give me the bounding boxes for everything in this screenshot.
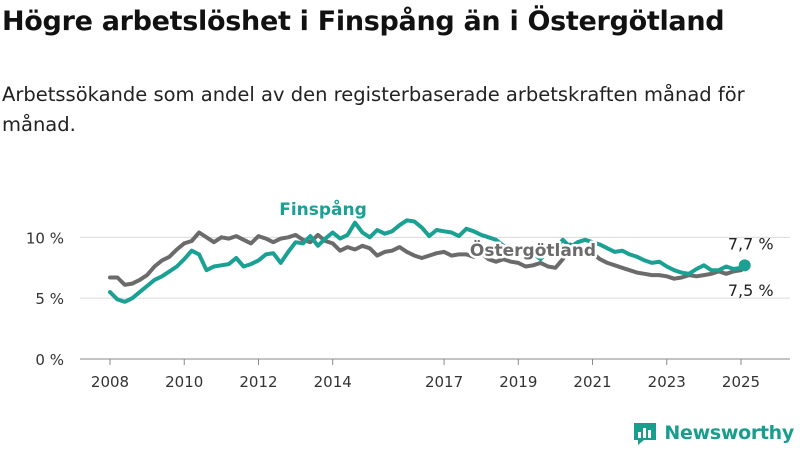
chart-title: Högre arbetslöshet i Finspång än i Öster…: [2, 6, 725, 37]
series-end-marker: [738, 259, 751, 272]
y-tick-label: 0 %: [35, 351, 64, 369]
series-label: Finspång: [279, 198, 367, 220]
series-label: Östergötland: [470, 239, 596, 261]
x-tick-label: 2021: [573, 373, 611, 391]
x-tick-label: 2010: [165, 373, 203, 391]
end-value-label: 7,7 %: [728, 234, 774, 253]
brand-name: Newsworthy: [664, 422, 794, 444]
x-axis-ticks: 2008 2010 2012 2014 2017 2019 2021 2023 2025: [91, 359, 760, 391]
gridlines: [80, 236, 790, 360]
x-tick-label: 2025: [722, 373, 760, 391]
y-tick-label: 5 %: [35, 290, 64, 308]
x-tick-label: 2014: [314, 373, 352, 391]
x-tick-label: 2008: [91, 373, 129, 391]
series-line-finsp-ng: [108, 218, 747, 304]
y-tick-label: 10 %: [26, 229, 64, 247]
x-tick-label: 2023: [648, 373, 686, 391]
x-tick-label: 2012: [239, 373, 277, 391]
end-value-label: 7,5 %: [728, 281, 774, 300]
line-chart: 0 %5 %10 % 2008 2010 2012 2014 2017 2019 2021 2…: [25, 196, 790, 391]
x-tick-label: 2017: [425, 373, 463, 391]
x-tick-label: 2019: [499, 373, 537, 391]
newsworthy-logo: Newsworthy: [632, 420, 794, 446]
series-lines: [108, 218, 747, 304]
bar-chart-icon: [634, 423, 657, 445]
chart-subtitle: Arbetssökande som andel av den registerb…: [2, 83, 745, 136]
series-line--sterg-tland: [108, 230, 747, 287]
series-labels: 7,7 % 7,5 % Finspång Östergötland: [277, 196, 774, 300]
y-axis-ticks: 0 % 5 % 10 %: [26, 229, 64, 369]
